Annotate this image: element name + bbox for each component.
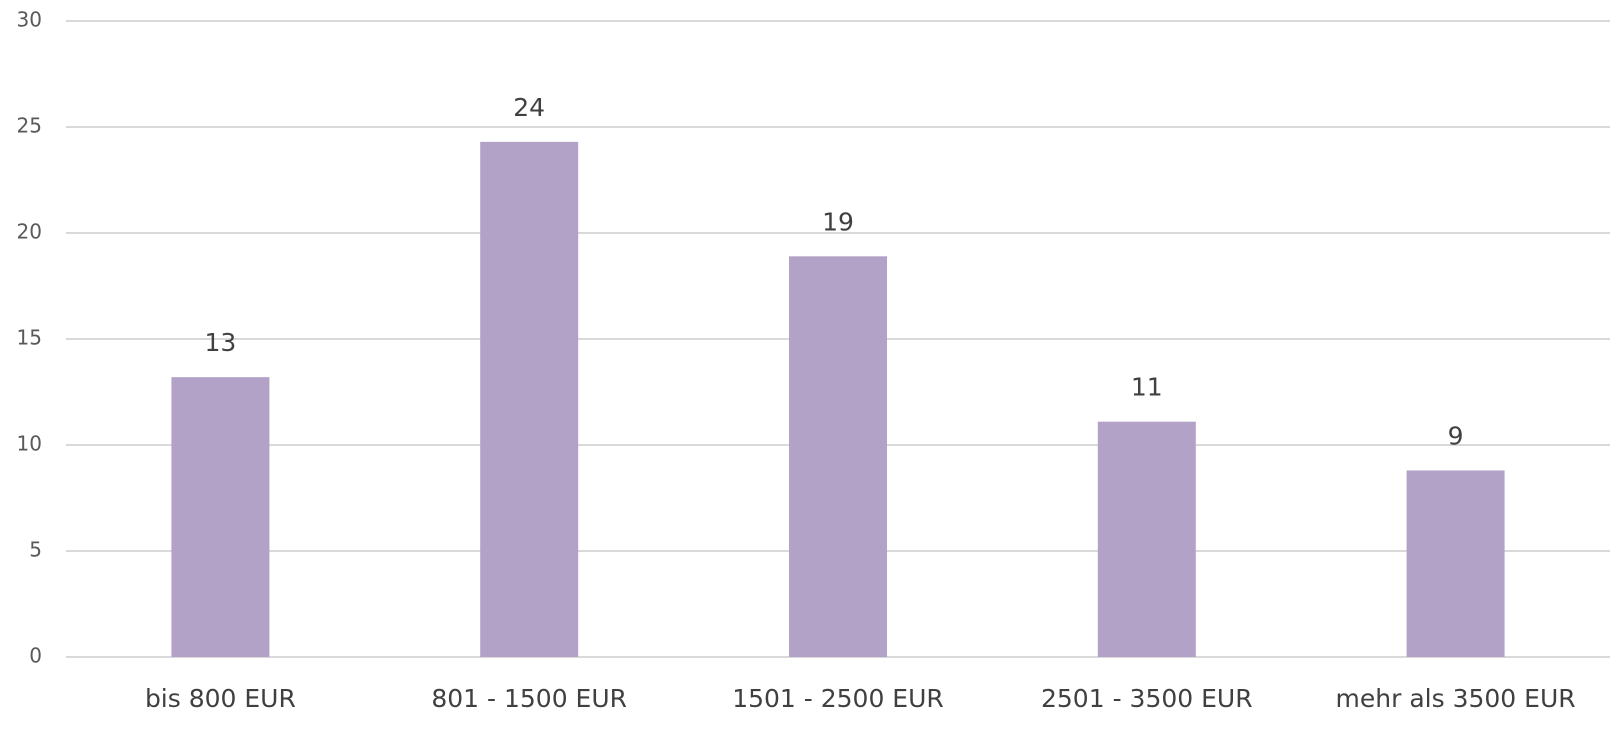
data-label: 13 (204, 328, 236, 357)
x-tick-label: 1501 - 2500 EUR (732, 684, 944, 713)
bar (1406, 470, 1505, 657)
y-tick-label: 15 (17, 326, 42, 350)
y-tick-label: 10 (17, 432, 42, 456)
data-label: 19 (822, 207, 854, 236)
bar (171, 377, 270, 657)
y-tick-label: 30 (17, 8, 42, 32)
data-label: 24 (513, 93, 545, 122)
bar (789, 256, 887, 657)
x-tick-label: bis 800 EUR (145, 684, 296, 713)
y-tick-label: 25 (17, 114, 42, 138)
x-tick-label: mehr als 3500 EUR (1336, 684, 1576, 713)
data-label: 11 (1131, 373, 1163, 402)
bar (1097, 421, 1196, 657)
x-tick-label: 801 - 1500 EUR (431, 684, 627, 713)
y-tick-label: 0 (29, 644, 42, 668)
bar (480, 141, 579, 658)
y-tick-label: 5 (29, 538, 42, 562)
x-tick-label: 2501 - 3500 EUR (1041, 684, 1253, 713)
y-tick-label: 20 (17, 220, 42, 244)
data-label: 9 (1448, 421, 1464, 450)
